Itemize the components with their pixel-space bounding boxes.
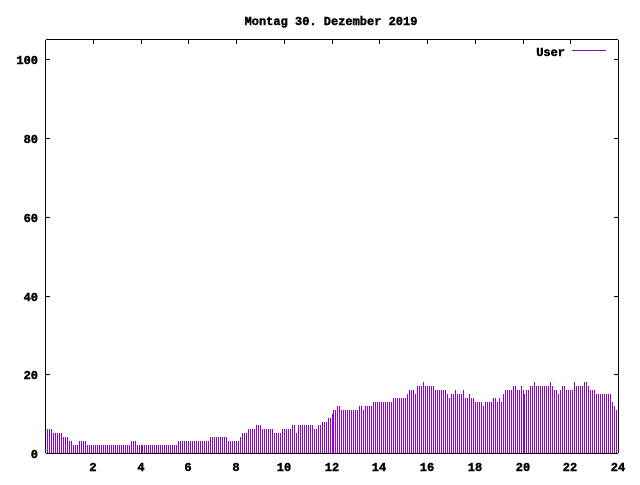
svg-text:10: 10	[277, 461, 291, 475]
svg-text:80: 80	[24, 133, 38, 147]
svg-text:User: User	[536, 46, 565, 60]
svg-text:Montag 30. Dezember 2019: Montag 30. Dezember 2019	[245, 15, 418, 29]
svg-text:40: 40	[24, 291, 38, 305]
svg-text:24: 24	[611, 461, 625, 475]
svg-text:22: 22	[563, 461, 577, 475]
svg-text:20: 20	[516, 461, 530, 475]
svg-text:18: 18	[468, 461, 482, 475]
svg-text:16: 16	[420, 461, 434, 475]
svg-text:12: 12	[325, 461, 339, 475]
svg-text:60: 60	[24, 212, 38, 226]
svg-text:8: 8	[232, 461, 239, 475]
svg-text:4: 4	[137, 461, 144, 475]
svg-text:2: 2	[89, 461, 96, 475]
svg-text:6: 6	[184, 461, 191, 475]
svg-text:20: 20	[24, 369, 38, 383]
svg-text:100: 100	[16, 54, 38, 68]
svg-text:14: 14	[372, 461, 386, 475]
svg-text:0: 0	[31, 448, 38, 462]
